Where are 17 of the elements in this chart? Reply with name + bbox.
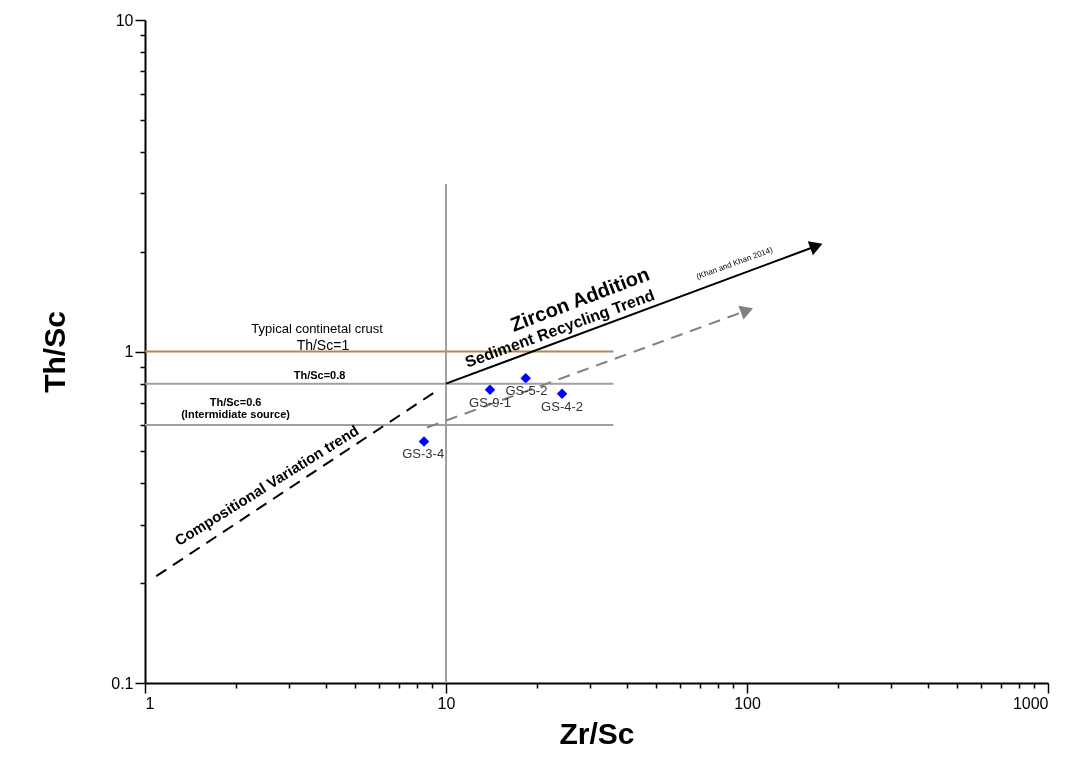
x-tick-label: 100 — [734, 694, 761, 712]
annotation: Typical continetal crust — [251, 320, 384, 336]
annotation: (Khan and Khan 2014) — [695, 245, 775, 282]
x-tick-label: 10 — [437, 694, 456, 712]
y-axis-title: Th/Sc — [38, 311, 72, 393]
y-tick-label: 0.1 — [111, 674, 134, 692]
annotation: Th/Sc=0.8 — [293, 368, 346, 381]
annotation: (Intermidiate source) — [181, 407, 291, 420]
y-tick-label: 10 — [115, 11, 134, 29]
x-axis-title: Zr/Sc — [559, 716, 635, 750]
x-tick-label: 1 — [145, 694, 155, 712]
annotation: GS-3-4 — [402, 446, 445, 462]
x-tick-label: 1000 — [1012, 694, 1049, 712]
annotation: Th/Sc=0.6 — [209, 395, 262, 408]
annotation: GS-4-2 — [541, 399, 584, 415]
annotation: Th/Sc=1 — [296, 336, 350, 353]
y-tick-label: 1 — [124, 343, 134, 360]
